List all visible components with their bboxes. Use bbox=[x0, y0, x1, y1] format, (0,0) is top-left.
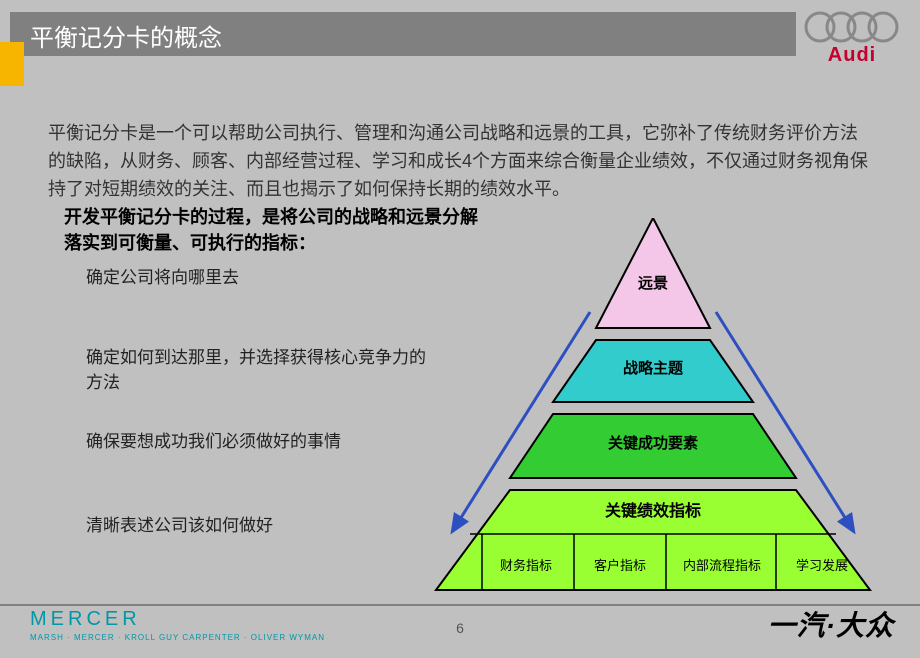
bullet-1: 确定公司将向哪里去 bbox=[86, 266, 239, 291]
svg-text:客户指标: 客户指标 bbox=[594, 558, 646, 573]
svg-text:关键成功要素: 关键成功要素 bbox=[608, 434, 698, 452]
audi-rings-icon bbox=[802, 8, 902, 46]
bullet-4: 清晰表述公司该如何做好 bbox=[86, 514, 273, 539]
audi-logo: Audi bbox=[802, 8, 902, 67]
pyramid-svg: 远景战略主题关键成功要素关键绩效指标财务指标 客户指标 内部流程指标 学习发展 bbox=[404, 218, 902, 598]
audi-wordmark: Audi bbox=[802, 44, 902, 67]
svg-text:财务指标: 财务指标 bbox=[500, 558, 552, 573]
bullet-2: 确定如何到达那里，并选择获得核心竞争力的方法 bbox=[86, 346, 426, 395]
svg-text:关键绩效指标: 关键绩效指标 bbox=[605, 501, 701, 520]
svg-text:内部流程指标: 内部流程指标 bbox=[683, 558, 761, 573]
faw-vw-logo: 一汽·大众 bbox=[768, 604, 894, 644]
svg-text:远景: 远景 bbox=[638, 274, 668, 292]
intro-text: 平衡记分卡是一个可以帮助公司执行、管理和沟通公司战略和远景的工具，它弥补了传统财… bbox=[48, 120, 872, 204]
header-accent bbox=[0, 42, 24, 86]
svg-text:学习发展: 学习发展 bbox=[796, 558, 848, 573]
svg-text:战略主题: 战略主题 bbox=[623, 359, 684, 377]
slide: 平衡记分卡的概念 Audi 平衡记分卡是一个可以帮助公司执行、管理和沟通公司战略… bbox=[0, 0, 920, 658]
slide-title: 平衡记分卡的概念 bbox=[30, 18, 222, 53]
bullet-3: 确保要想成功我们必须做好的事情 bbox=[86, 430, 341, 455]
pyramid-diagram: 远景战略主题关键成功要素关键绩效指标财务指标 客户指标 内部流程指标 学习发展 bbox=[404, 218, 902, 592]
